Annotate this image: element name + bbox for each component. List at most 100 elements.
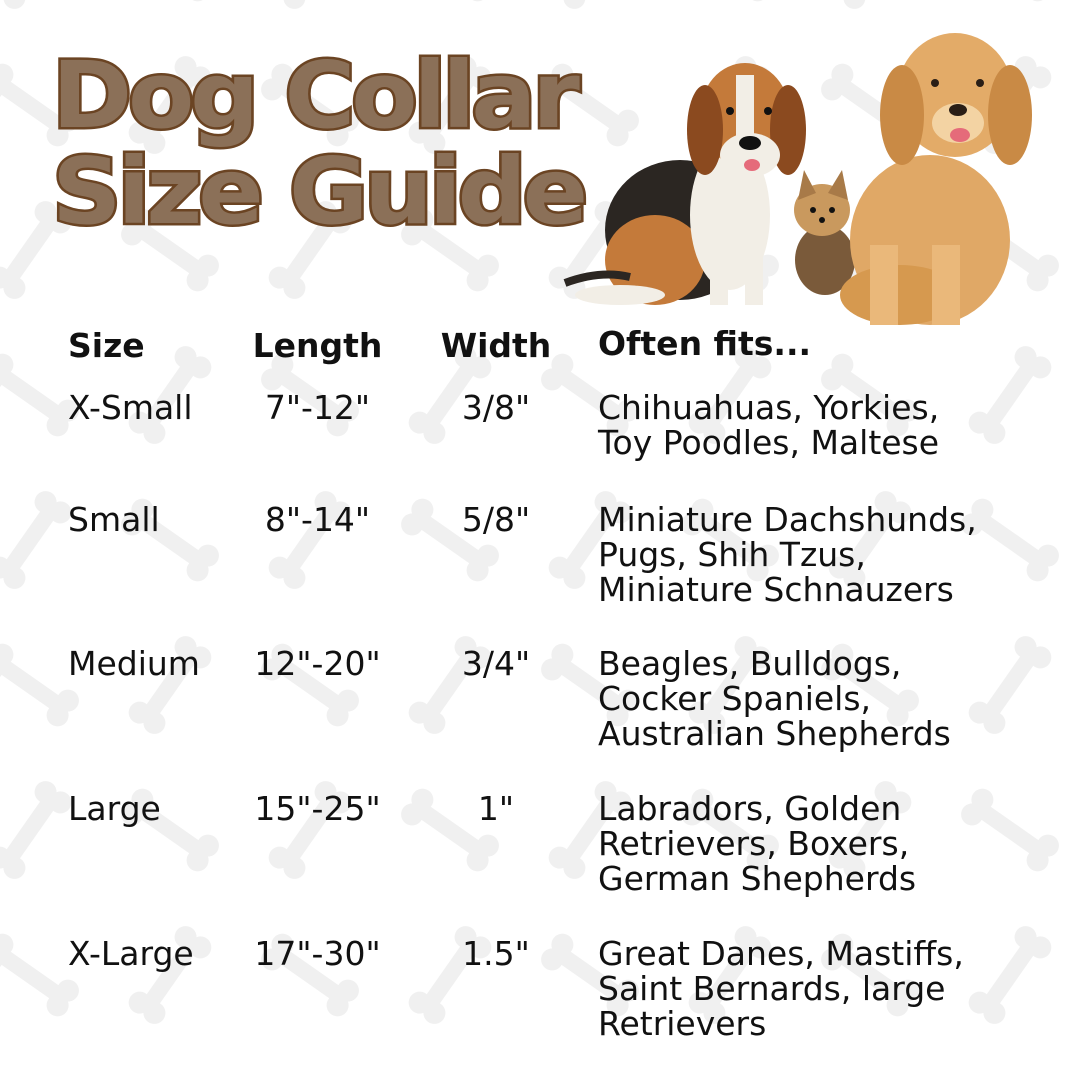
bone-shape [3,0,26,9]
bone-shape [121,208,219,292]
golden-retriever-illustration [840,33,1032,325]
bone-shape [541,933,639,1017]
bone-shape [0,933,79,1017]
bone-shape [128,346,212,444]
bone-shape [128,56,212,154]
bone-shape [0,63,79,147]
fits-line: German Shepherds [598,859,917,898]
bone-shape [261,933,359,1017]
bone-shape [1026,0,1049,2]
bone-shape [261,353,359,437]
bone-shape [961,788,1059,872]
bone-shape [121,788,219,872]
row-width: 5/8" [461,500,531,539]
fits-line: Chihuahuas, Yorkies, [598,388,940,427]
bone-shape [548,781,632,879]
row-size: X-Large [68,934,194,973]
bone-shape [261,63,359,147]
bone-shape [681,498,779,582]
fits-line: Australian Shepherds [598,714,951,753]
bone-shape [688,636,772,734]
row-size: Large [68,789,161,828]
bone-shape [408,56,492,154]
row-length: 7"-12" [264,388,371,427]
bone-shape [821,933,919,1017]
bone-shape [268,201,352,299]
bone-shape [401,788,499,872]
header-fits: Often fits... [598,324,812,363]
bone-shape [0,491,72,589]
row-fits: Miniature Dachshunds, Pugs, Shih Tzus, Min… [598,502,977,607]
bone-shape [0,781,72,879]
bone-shape [968,636,1052,734]
bone-shape [283,0,306,9]
row-length: 15"-25" [254,789,381,828]
row-width: 1.5" [462,934,530,973]
bone-shape [401,208,499,292]
bone-shape [128,636,212,734]
bone-shape [688,926,772,1024]
bone-shape [746,0,769,2]
title-line-1: Dog Collar [49,42,582,149]
row-width: 3/8" [461,388,531,427]
bone-shape [541,643,639,727]
bone-shape [821,643,919,727]
row-length: 12"-20" [254,644,381,683]
header-size: Size [68,326,145,365]
row-size: Small [68,500,160,539]
bone-shape [408,636,492,734]
bone-shape [408,346,492,444]
bone-shape [828,491,912,589]
bone-shape [0,353,79,437]
bone-shape [688,346,772,444]
fits-line: Pugs, Shih Tzus, [598,535,866,574]
bone-shape [268,781,352,879]
bone-shape [121,498,219,582]
bone-shape [401,498,499,582]
yorkie-illustration [794,170,855,295]
header-width: Width [440,326,552,365]
bone-shape [128,926,212,1024]
bone-shape [0,201,72,299]
fits-line: Great Danes, Mastiffs, [598,934,964,973]
bone-shape [408,926,492,1024]
bone-shape [186,0,209,2]
bone-shape [843,0,866,9]
bone-shape [968,346,1052,444]
row-fits: Beagles, Bulldogs, Cocker Spaniels, Austra… [598,646,951,751]
bone-shape [681,788,779,872]
fits-line: Retrievers, Boxers, [598,824,910,863]
bone-shape [541,63,639,147]
bone-shape [466,0,489,2]
bone-shape [0,643,79,727]
beagle-illustration [563,63,806,305]
fits-line: Labradors, Golden [598,789,902,828]
bone-shape [961,498,1059,582]
title-line-2: Size Guide [49,138,590,245]
bone-shape [548,491,632,589]
bone-shape [968,926,1052,1024]
row-width: 3/4" [461,644,531,683]
fits-line: Miniature Schnauzers [598,570,954,609]
row-size: Medium [68,644,200,683]
row-fits: Chihuahuas, Yorkies, Toy Poodles, Maltese [598,390,939,460]
fits-line: Cocker Spaniels, [598,679,872,718]
row-length: 8"-14" [264,500,371,539]
row-size: X-Small [68,388,193,427]
bone-shape [541,353,639,437]
header-length: Length [252,326,383,365]
row-width: 1" [477,789,515,828]
bone-shape [268,491,352,589]
fits-line: Toy Poodles, Maltese [598,423,940,462]
fits-line: Miniature Dachshunds, [598,500,977,539]
row-fits: Labradors, Golden Retrievers, Boxers, Germ… [598,791,916,896]
bone-shape [563,0,586,9]
fits-line: Beagles, Bulldogs, [598,644,902,683]
bone-shape [828,781,912,879]
fits-line: Saint Bernards, large [598,969,946,1008]
page-title: Dog Collar Size Guide [49,42,590,245]
dogs-illustration [563,33,1032,325]
row-fits: Great Danes, Mastiffs, Saint Bernards, la… [598,936,964,1041]
bone-shape [821,353,919,437]
fits-line: Retrievers [598,1004,767,1043]
